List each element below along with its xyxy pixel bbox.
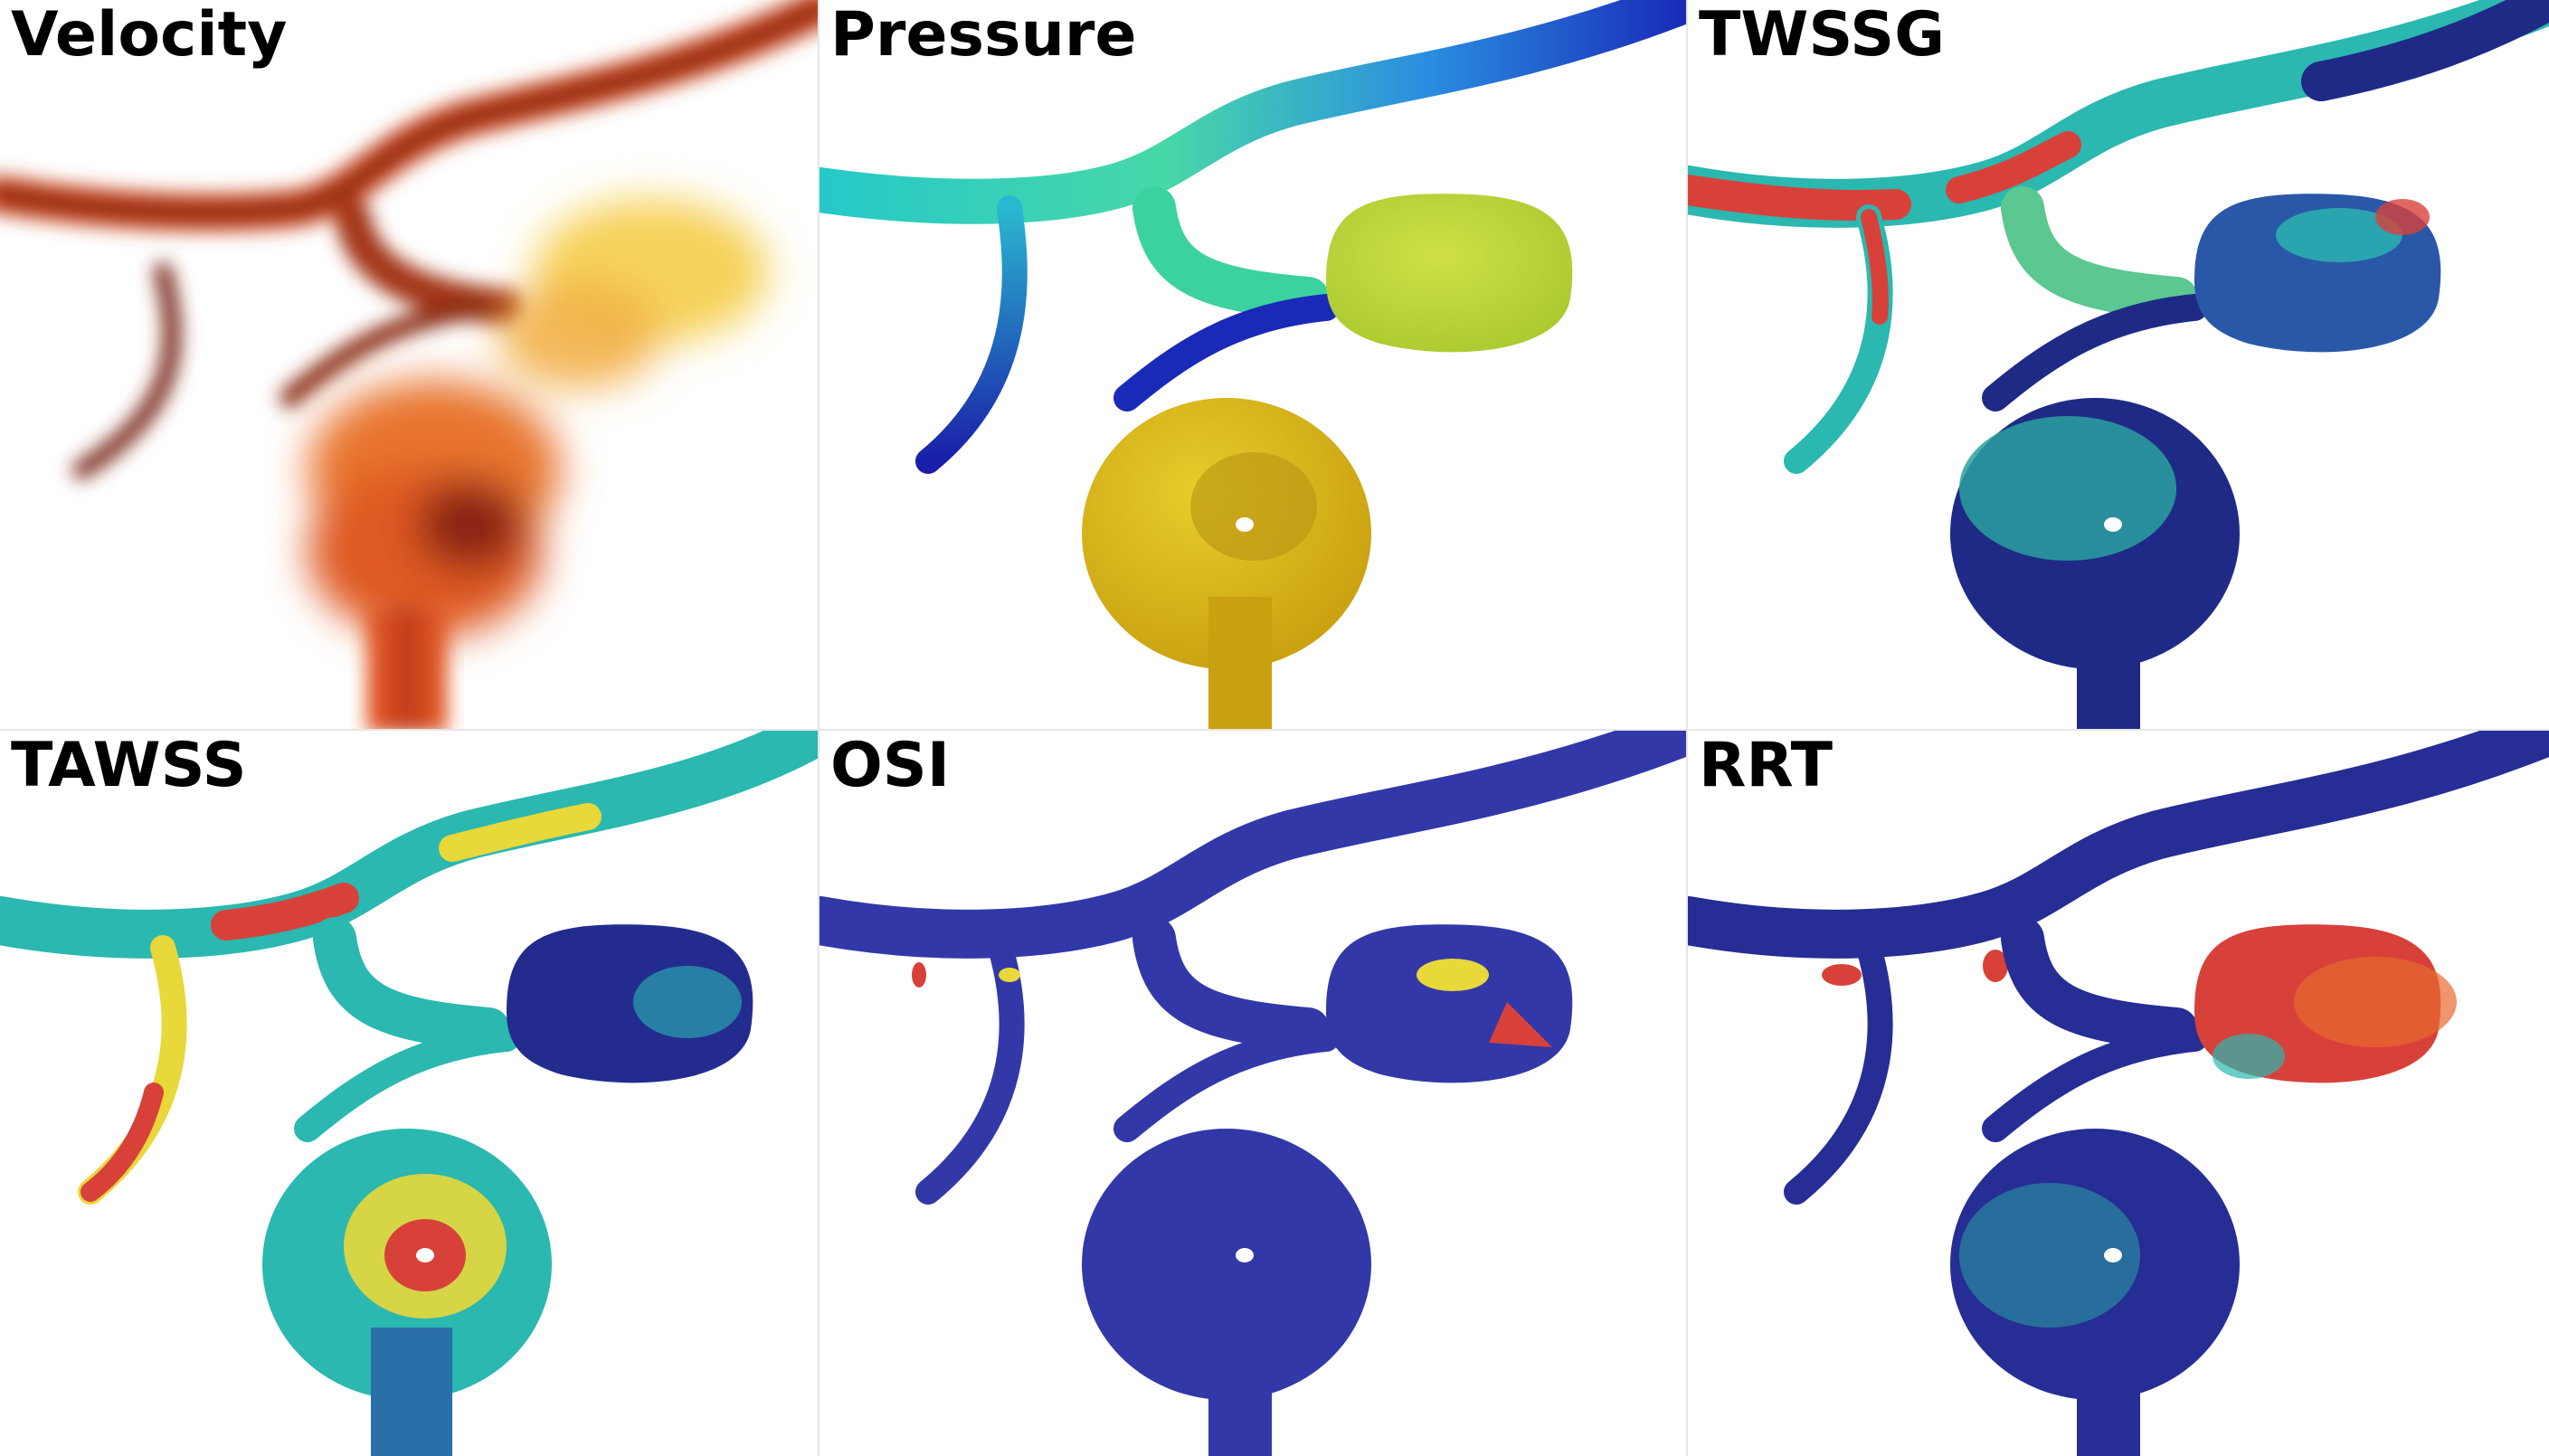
divider-vertical-2	[1686, 0, 1688, 1456]
panel-title: TWSSG	[1699, 0, 1946, 71]
panel-twssg: TWSSG	[1688, 0, 2549, 729]
panel-title: Velocity	[11, 0, 288, 71]
pressure-render	[820, 0, 1686, 729]
tawss-render	[0, 731, 818, 1456]
panel-velocity: Velocity	[0, 0, 818, 729]
panel-title: Pressure	[830, 0, 1137, 71]
twssg-render	[1688, 0, 2549, 729]
panel-osi: OSI	[820, 731, 1686, 1456]
divider-horizontal	[0, 729, 2549, 731]
panel-rrt: RRT	[1688, 731, 2549, 1456]
panel-title: TAWSS	[11, 731, 247, 801]
velocity-render	[0, 0, 818, 729]
divider-vertical-1	[818, 0, 820, 1456]
rrt-render	[1688, 731, 2549, 1456]
panel-pressure: Pressure	[820, 0, 1686, 729]
panel-tawss: TAWSS	[0, 731, 818, 1456]
panel-title: RRT	[1699, 731, 1834, 801]
panel-title: OSI	[830, 731, 951, 801]
osi-render	[820, 731, 1686, 1456]
